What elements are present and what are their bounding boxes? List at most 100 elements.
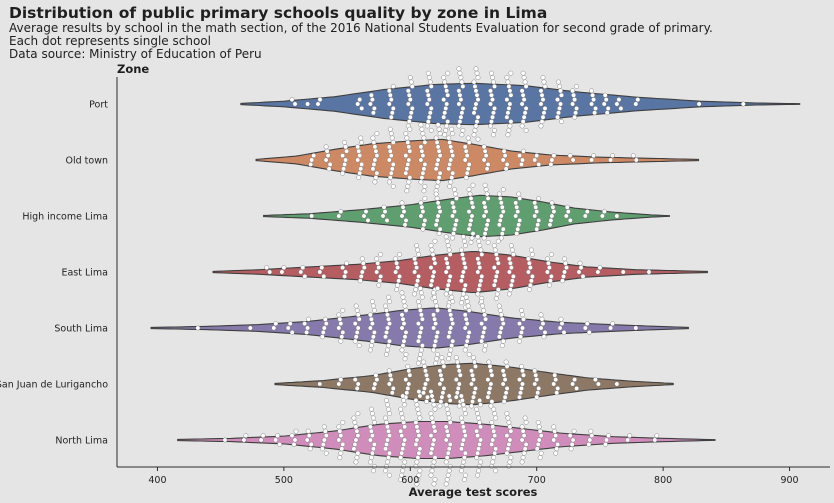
school-dot <box>371 329 377 335</box>
school-dot <box>445 70 451 76</box>
school-dot <box>403 217 409 223</box>
school-dot <box>405 161 411 167</box>
school-dot <box>319 446 325 452</box>
school-dot <box>479 338 484 344</box>
dots-east-lima <box>264 234 652 310</box>
school-dot <box>483 343 488 348</box>
school-dot <box>458 247 464 253</box>
school-dot <box>389 166 395 172</box>
school-dot <box>494 256 500 262</box>
school-dot <box>521 316 526 322</box>
school-dot <box>390 106 396 111</box>
school-dot <box>417 329 423 335</box>
school-dot <box>461 477 467 482</box>
school-dot <box>434 303 439 309</box>
school-dot <box>356 175 362 181</box>
school-dot <box>415 406 421 412</box>
school-dot <box>472 84 478 89</box>
school-dot <box>595 269 601 275</box>
school-dot <box>434 217 440 223</box>
school-dot <box>530 273 535 279</box>
school-dot <box>482 312 487 318</box>
school-dot <box>608 157 613 163</box>
school-dot <box>589 88 594 94</box>
school-dot <box>505 79 511 85</box>
school-dot <box>450 200 455 206</box>
school-dot <box>465 334 471 340</box>
school-dot <box>481 144 487 150</box>
school-dot <box>405 183 411 189</box>
school-dot <box>423 368 428 374</box>
school-dot <box>435 157 441 163</box>
school-dot <box>402 459 408 465</box>
school-dot <box>323 433 329 438</box>
school-dot <box>449 175 455 181</box>
school-dot <box>475 291 481 297</box>
school-dot <box>500 226 506 232</box>
school-dot <box>425 92 431 98</box>
school-dot <box>383 468 388 474</box>
school-dot <box>353 303 359 309</box>
school-dot <box>520 455 526 460</box>
school-dot <box>492 411 498 416</box>
school-dot <box>487 363 493 369</box>
y-tick-label-port: Port <box>89 100 108 111</box>
school-dot <box>405 139 411 145</box>
school-dot <box>493 251 499 257</box>
school-dot <box>431 290 436 296</box>
school-dot <box>463 316 469 322</box>
school-dot <box>505 446 511 452</box>
school-dot <box>444 238 450 244</box>
school-dot <box>357 97 363 103</box>
school-dot <box>447 139 453 145</box>
school-dot <box>432 260 438 266</box>
school-dot <box>539 92 545 98</box>
school-dot <box>446 415 452 421</box>
school-dot <box>462 312 468 318</box>
school-dot <box>374 269 380 275</box>
school-dot <box>507 88 513 94</box>
school-dot <box>533 372 539 378</box>
school-dot <box>499 316 505 322</box>
school-dot <box>574 385 579 391</box>
school-dot <box>289 329 295 335</box>
school-dot <box>520 325 525 331</box>
school-dot <box>439 355 445 360</box>
school-dot <box>498 235 504 241</box>
school-dot <box>458 415 464 421</box>
school-dot <box>415 278 420 284</box>
school-dot <box>386 157 392 163</box>
school-dot <box>549 157 555 163</box>
school-dot <box>510 278 515 284</box>
school-dot <box>368 428 374 434</box>
school-dot <box>601 101 607 107</box>
school-dot <box>420 226 426 232</box>
school-dot <box>435 329 440 335</box>
school-dot <box>520 368 525 374</box>
school-dot <box>370 334 376 340</box>
school-dot <box>383 446 388 452</box>
school-dot <box>447 329 453 335</box>
school-dot <box>399 450 405 456</box>
school-dot <box>446 135 452 141</box>
school-dot <box>536 195 542 201</box>
school-dot <box>495 260 501 266</box>
school-dot <box>387 450 392 456</box>
school-dot <box>428 106 434 111</box>
school-dot <box>448 157 454 163</box>
school-dot <box>541 334 547 340</box>
school-dot <box>502 377 508 382</box>
school-dot <box>485 394 491 400</box>
school-dot <box>413 463 419 469</box>
school-dot <box>319 334 325 340</box>
school-dot <box>457 372 463 378</box>
school-dot <box>373 372 379 378</box>
school-dot <box>443 269 449 275</box>
school-dot <box>437 209 443 215</box>
school-dot <box>491 406 497 412</box>
school-dot <box>448 290 454 296</box>
school-dot <box>491 282 497 288</box>
school-dot <box>386 88 392 94</box>
school-dot <box>404 390 410 396</box>
